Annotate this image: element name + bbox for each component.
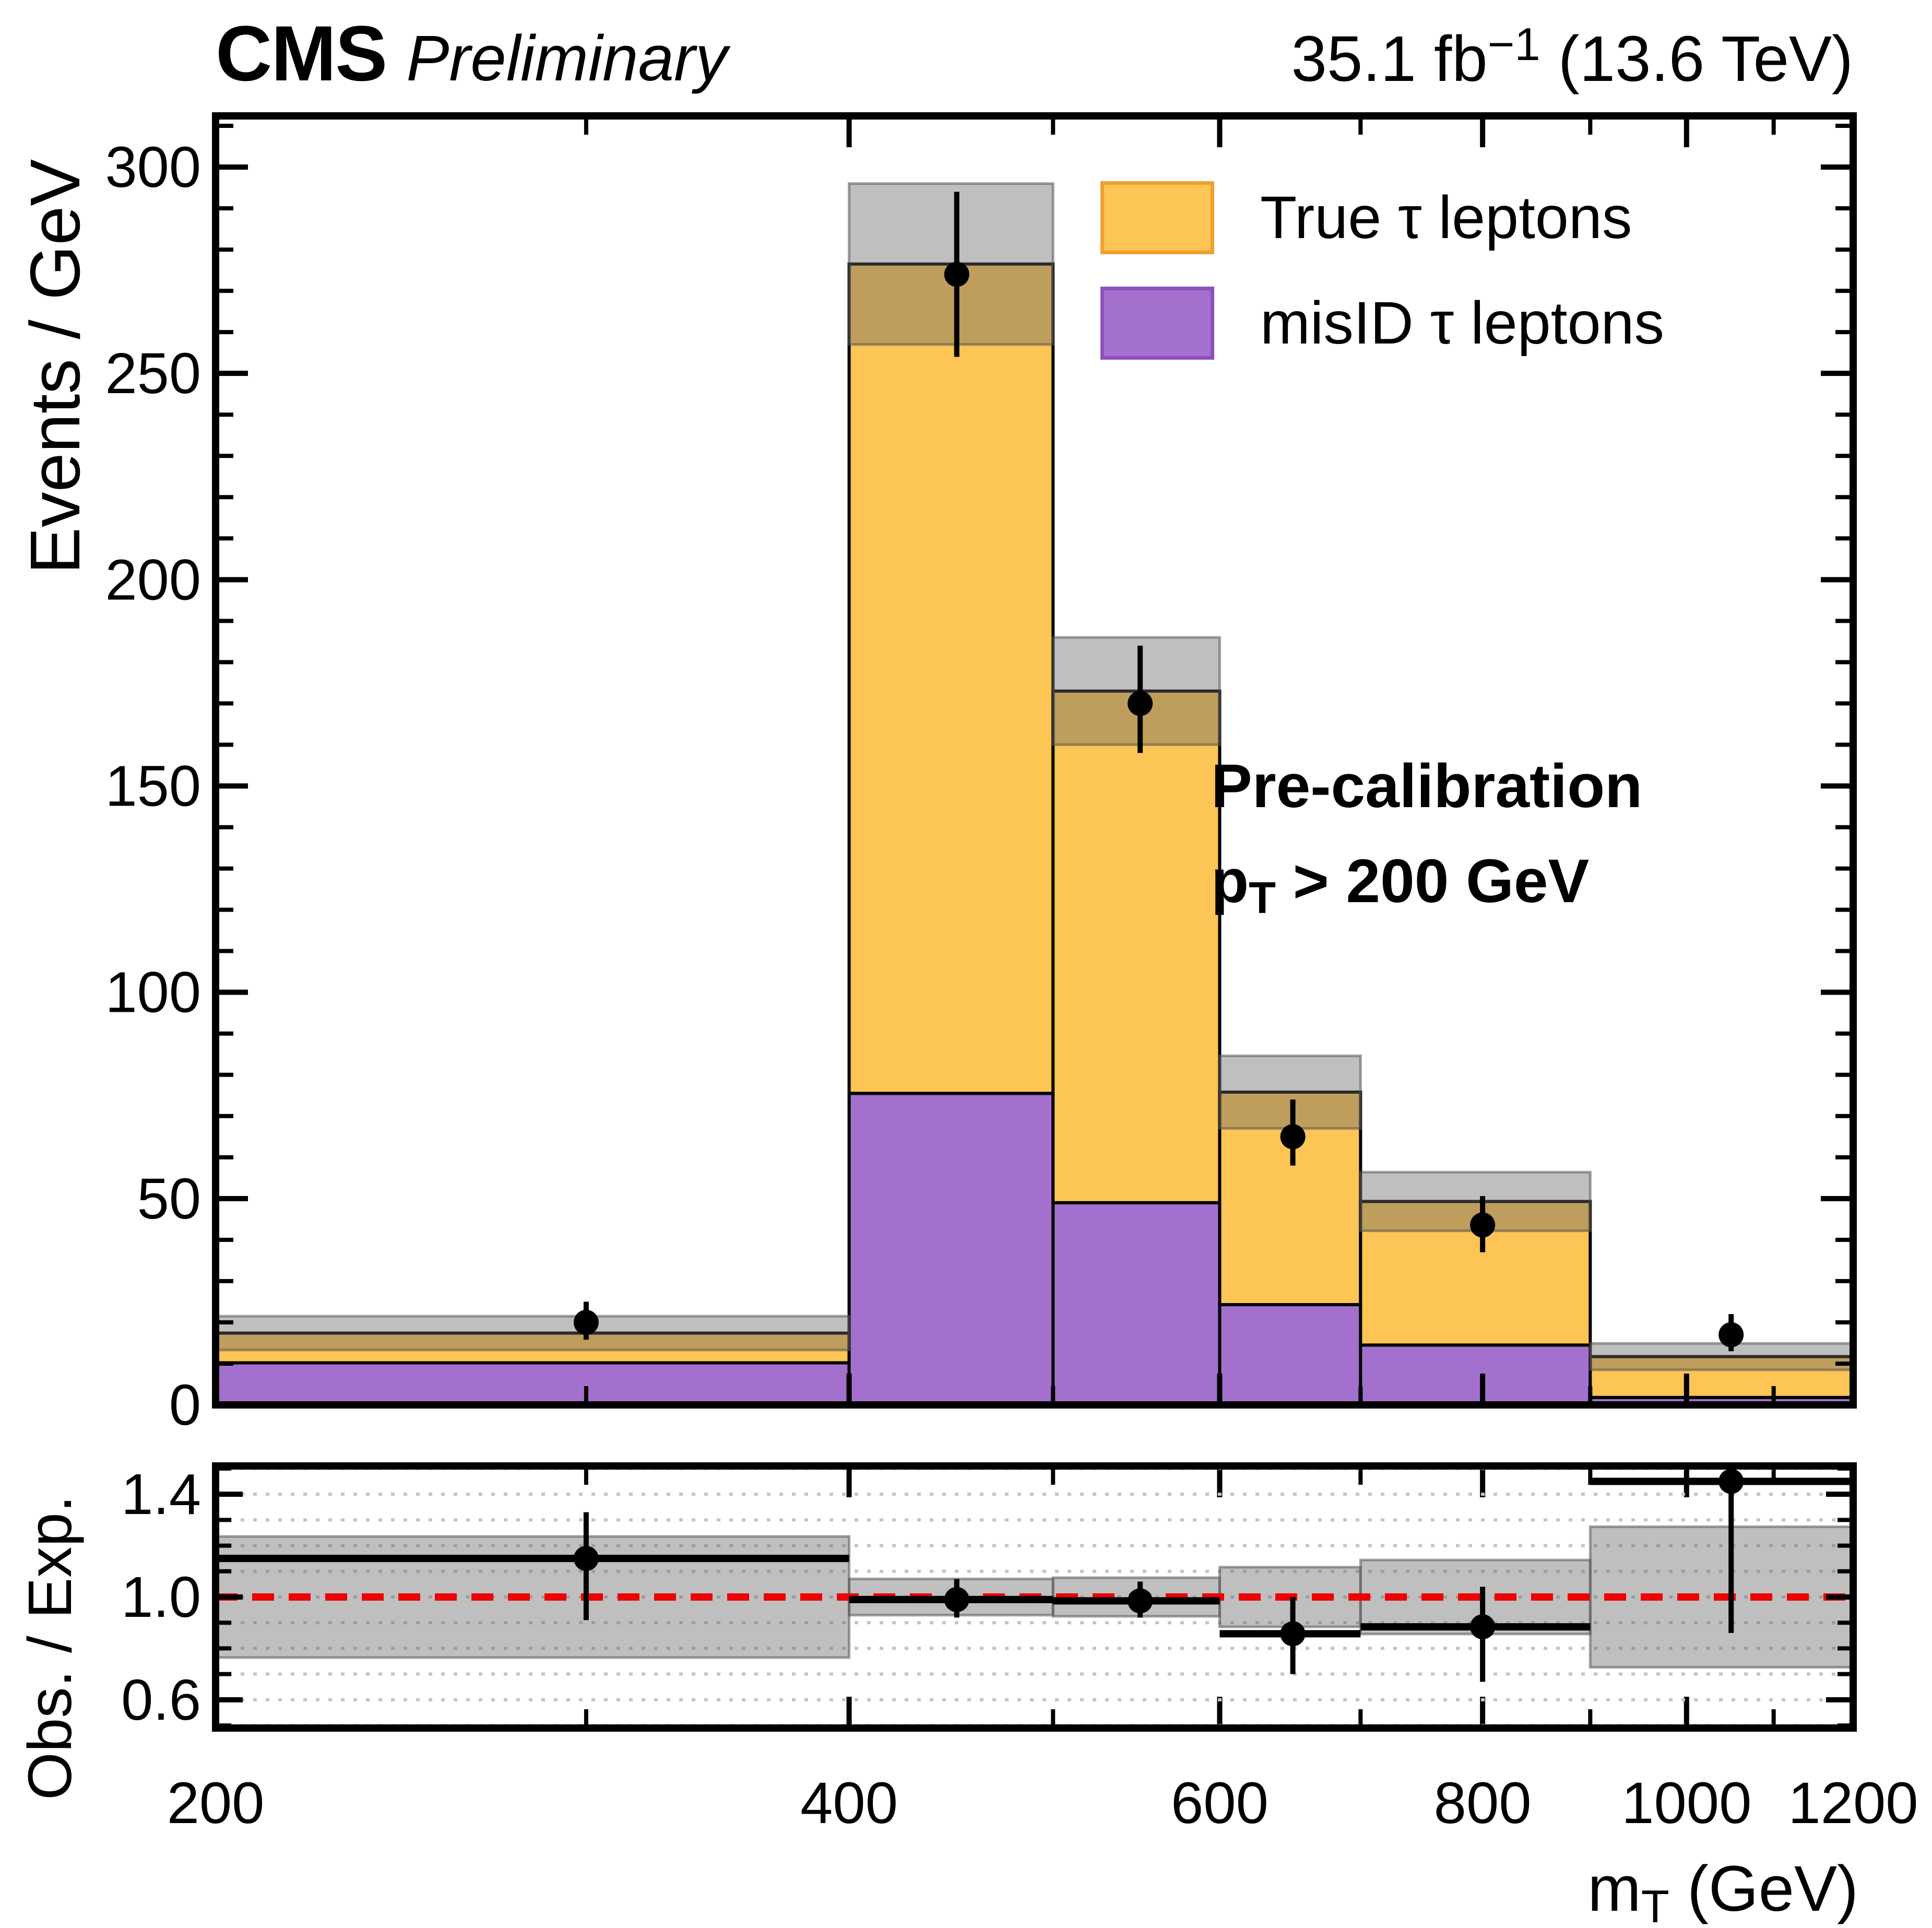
header: CMS Preliminary xyxy=(216,8,727,99)
x-axis-tick-label: 200 xyxy=(167,1770,265,1836)
uncertainty-band xyxy=(1051,636,1221,746)
x-axis-tick-label: 600 xyxy=(1171,1770,1269,1836)
x-axis-title-subscript: T xyxy=(1641,1880,1669,1928)
hist-bar-misid xyxy=(847,1092,1055,1406)
legend-label-true-tau: True τ leptons xyxy=(1260,184,1632,251)
hist-bar-misid xyxy=(1359,1343,1592,1406)
hist-bar-misid xyxy=(1218,1303,1362,1407)
ratio-data-point xyxy=(573,1546,599,1571)
pt-symbol: p xyxy=(1211,847,1249,916)
ratio-data-point xyxy=(1470,1614,1496,1640)
data-point xyxy=(573,1309,599,1335)
data-point xyxy=(1470,1212,1496,1238)
ratio-data-point xyxy=(1280,1621,1306,1647)
y-axis-tick-label: 50 xyxy=(137,1167,201,1231)
uncertainty-band xyxy=(1589,1342,1855,1371)
ratio-uncertainty-band xyxy=(216,1535,851,1659)
x-axis-title-symbol: m xyxy=(1587,1853,1641,1925)
ratio-tick-label: 1.0 xyxy=(121,1565,201,1629)
pt-threshold: > 200 GeV xyxy=(1276,847,1590,916)
experiment-logo: CMS xyxy=(216,9,387,97)
annotation-pt-cut: pT > 200 GeV xyxy=(1211,846,1642,924)
y-axis-tick-label: 300 xyxy=(105,135,201,199)
ratio-data-point xyxy=(1718,1469,1744,1494)
ratio-tick-label: 1.4 xyxy=(121,1462,201,1527)
y-axis-tick-label: 250 xyxy=(105,341,201,406)
data-point xyxy=(944,262,969,287)
x-axis-tick-label: 1000 xyxy=(1621,1770,1751,1836)
y-axis-title-ratio: Obs. / Exp. xyxy=(16,1495,85,1800)
lumi-energy-label: 35.1 fb−1 (13.6 TeV) xyxy=(1291,18,1853,96)
legend-item-misid-tau: misID τ leptons xyxy=(1100,285,1664,361)
uncertainty-band xyxy=(1218,1054,1362,1130)
uncertainty-band xyxy=(214,1315,851,1352)
x-axis-title: mT (GeV) xyxy=(1587,1852,1858,1928)
x-axis-title-units: (GeV) xyxy=(1669,1853,1858,1925)
annotation-precalibration: Pre-calibration xyxy=(1211,752,1643,821)
lumi-value: 35.1 fb xyxy=(1291,23,1488,95)
data-point xyxy=(1718,1322,1744,1347)
x-axis-tick-label: 800 xyxy=(1434,1770,1532,1836)
hist-bar-true-tau xyxy=(214,1331,851,1365)
y-axis-tick-label: 0 xyxy=(169,1373,201,1437)
data-point xyxy=(1128,691,1153,716)
y-axis-title-main: Events / GeV xyxy=(16,159,94,574)
y-axis-tick-label: 200 xyxy=(105,548,201,612)
energy-value: (13.6 TeV) xyxy=(1540,23,1853,95)
legend-label-misid-tau: misID τ leptons xyxy=(1260,289,1665,357)
legend-item-true-tau: True τ leptons xyxy=(1100,180,1664,255)
main-frame xyxy=(212,112,1857,1409)
y-axis-tick-label: 100 xyxy=(105,961,201,1025)
data-point xyxy=(1280,1124,1306,1150)
legend: True τ leptons misID τ leptons xyxy=(1100,180,1664,391)
x-axis-tick-label: 1200 xyxy=(1788,1770,1918,1836)
legend-swatch-misid-tau xyxy=(1100,286,1214,360)
hist-bar-true-tau xyxy=(1051,689,1222,1204)
hist-bar-misid xyxy=(1051,1201,1222,1406)
hist-bar-true-tau xyxy=(1589,1355,1855,1399)
hist-bar-true-tau xyxy=(847,262,1055,1095)
ratio-content xyxy=(216,1466,1853,1728)
annotation: Pre-calibration pT > 200 GeV xyxy=(1211,751,1642,924)
y-axis-tick-label: 150 xyxy=(105,754,201,819)
ratio-data-point xyxy=(944,1587,969,1612)
legend-swatch-true-tau xyxy=(1100,181,1214,254)
hist-bar-misid xyxy=(214,1361,851,1406)
lumi-exponent: −1 xyxy=(1487,18,1540,70)
x-axis-tick-label: 400 xyxy=(800,1770,898,1836)
preliminary-label: Preliminary xyxy=(406,23,728,94)
pt-subscript: T xyxy=(1249,873,1276,924)
ratio-data-point xyxy=(1128,1588,1153,1614)
ratio-tick-label: 0.6 xyxy=(121,1668,201,1732)
